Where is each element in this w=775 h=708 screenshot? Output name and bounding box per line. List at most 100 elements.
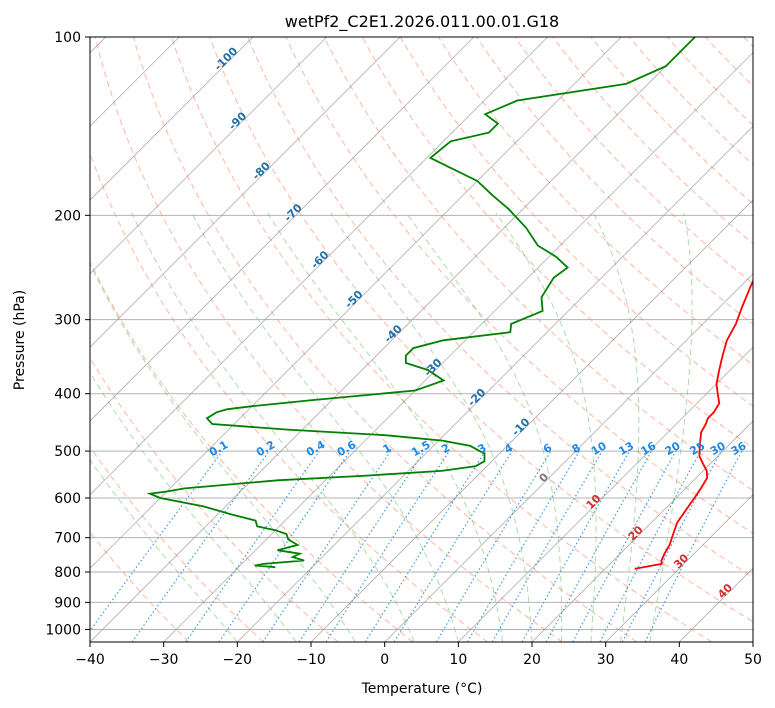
moist-adiabat <box>649 212 693 642</box>
moist-adiabat <box>330 212 533 642</box>
isotherm <box>310 199 753 642</box>
moist-adiabat <box>495 212 597 642</box>
mixing-ratio-label: 0.6 <box>335 438 359 459</box>
x-axis-label: Temperature (°C) <box>361 681 483 697</box>
x-tick-label: 10 <box>449 652 467 668</box>
dry-adiabat <box>132 37 638 642</box>
mixing-ratio-label: 8 <box>570 441 583 456</box>
chart-title: wetPf2_C2E1.2026.011.00.01.G18 <box>285 12 559 32</box>
dry-adiabat <box>171 37 712 642</box>
mixing-ratio-label: 2 <box>439 441 452 456</box>
moist-adiabat <box>90 262 356 642</box>
dry-adiabat-label: -20 <box>465 386 488 409</box>
isotherm <box>531 420 753 642</box>
isotherm <box>90 37 622 569</box>
dry-adiabat-label: -100 <box>212 44 241 73</box>
moist-adiabat <box>90 371 297 642</box>
dry-adiabat-label: 20 <box>626 523 646 543</box>
dry-adiabat <box>90 152 488 642</box>
dry-adiabat <box>476 37 753 325</box>
isotherm <box>163 52 753 642</box>
dry-adiabat-label: -80 <box>250 159 273 182</box>
y-tick-label: 400 <box>54 387 81 403</box>
y-tick-label: 1000 <box>45 622 81 638</box>
plot-frame <box>89 36 754 643</box>
dry-adiabat-label: -10 <box>509 415 532 438</box>
dry-adiabat <box>704 37 753 87</box>
dry-adiabat <box>743 37 753 48</box>
mixing-ratio-label: 0.1 <box>207 438 230 459</box>
y-tick-label: 300 <box>54 313 81 329</box>
isotherm <box>90 37 254 201</box>
isotherm <box>90 37 696 642</box>
x-tick-label: 40 <box>670 652 688 668</box>
isotherm <box>237 125 753 642</box>
mixing-ratio-line <box>364 450 486 642</box>
mixing-ratio-label: 0.4 <box>304 438 328 459</box>
y-tick-label: 800 <box>54 565 81 581</box>
mixing-ratio-line <box>90 450 223 632</box>
dry-adiabat <box>437 37 753 366</box>
sounding-line-2 <box>146 37 696 569</box>
moist-adiabat <box>90 458 238 642</box>
mixing-ratio-line <box>218 450 351 642</box>
dry-adiabat-label: -30 <box>421 356 444 379</box>
y-tick-label: 500 <box>54 444 81 460</box>
y-axis: 100 200 300 400 500 600 700 800 900 1000 <box>45 30 90 638</box>
y-tick-label: 200 <box>54 208 81 224</box>
x-tick-label: −40 <box>75 652 105 668</box>
dry-adiabat-label: 30 <box>671 551 691 571</box>
mixing-ratio-line <box>491 450 603 642</box>
mixing-ratio-line <box>599 450 702 642</box>
mixing-ratio-label: 16 <box>638 439 658 458</box>
moist-adiabat <box>592 212 640 642</box>
moist-adiabat <box>405 212 563 642</box>
x-axis: −40 −30 −20 −10 0 10 20 30 40 50 <box>75 642 762 668</box>
mixing-ratio-label: 20 <box>663 439 683 458</box>
dry-adiabat-label: 40 <box>715 581 735 601</box>
mixing-ratio-line <box>185 450 320 642</box>
dry-adiabat-label: -60 <box>308 248 331 271</box>
isotherm <box>605 494 753 642</box>
isotherm <box>90 37 327 275</box>
y-tick-label: 900 <box>54 595 81 611</box>
x-tick-label: −10 <box>296 652 326 668</box>
mixing-ratio-line <box>325 450 450 642</box>
dry-adiabat <box>514 37 753 285</box>
dry-adiabat-label: 10 <box>584 492 604 512</box>
dry-adiabat-label: -90 <box>226 109 249 132</box>
dry-adiabat <box>590 37 753 205</box>
mixing-ratio-line <box>545 450 653 642</box>
mixing-ratio-label: 1.5 <box>409 438 432 459</box>
y-tick-label: 700 <box>54 531 81 547</box>
mixing-ratio-line <box>521 450 631 642</box>
y-axis-label: Pressure (hPa) <box>12 290 28 390</box>
mixing-ratio-label: 30 <box>708 439 728 458</box>
dry-adiabat <box>90 260 414 642</box>
isotherm <box>752 641 753 642</box>
dry-adiabat-label: -70 <box>282 201 305 224</box>
isotherm <box>90 37 401 348</box>
mixing-ratio-label: 0.2 <box>254 438 277 459</box>
y-tick-label: 600 <box>54 491 81 507</box>
dry-adiabat <box>666 37 753 126</box>
dry-adiabat <box>209 37 753 623</box>
moist-adiabat <box>267 212 503 642</box>
x-tick-label: −30 <box>149 652 179 668</box>
dry-adiabat <box>552 37 753 245</box>
moist-adiabat <box>191 212 459 642</box>
dry-adiabat <box>90 446 264 642</box>
mixing-ratio-label: 3 <box>475 441 488 456</box>
x-tick-label: 50 <box>744 652 762 668</box>
mixing-ratio-line <box>435 450 552 642</box>
dry-adiabat <box>90 531 190 642</box>
mixing-ratio-line <box>466 450 580 642</box>
mixing-ratio-line <box>393 450 513 642</box>
dry-adiabat <box>247 37 753 578</box>
isotherm <box>90 37 548 496</box>
x-tick-label: 0 <box>380 652 389 668</box>
isotherm <box>384 273 753 642</box>
mixing-ratio-label: 13 <box>616 439 636 458</box>
